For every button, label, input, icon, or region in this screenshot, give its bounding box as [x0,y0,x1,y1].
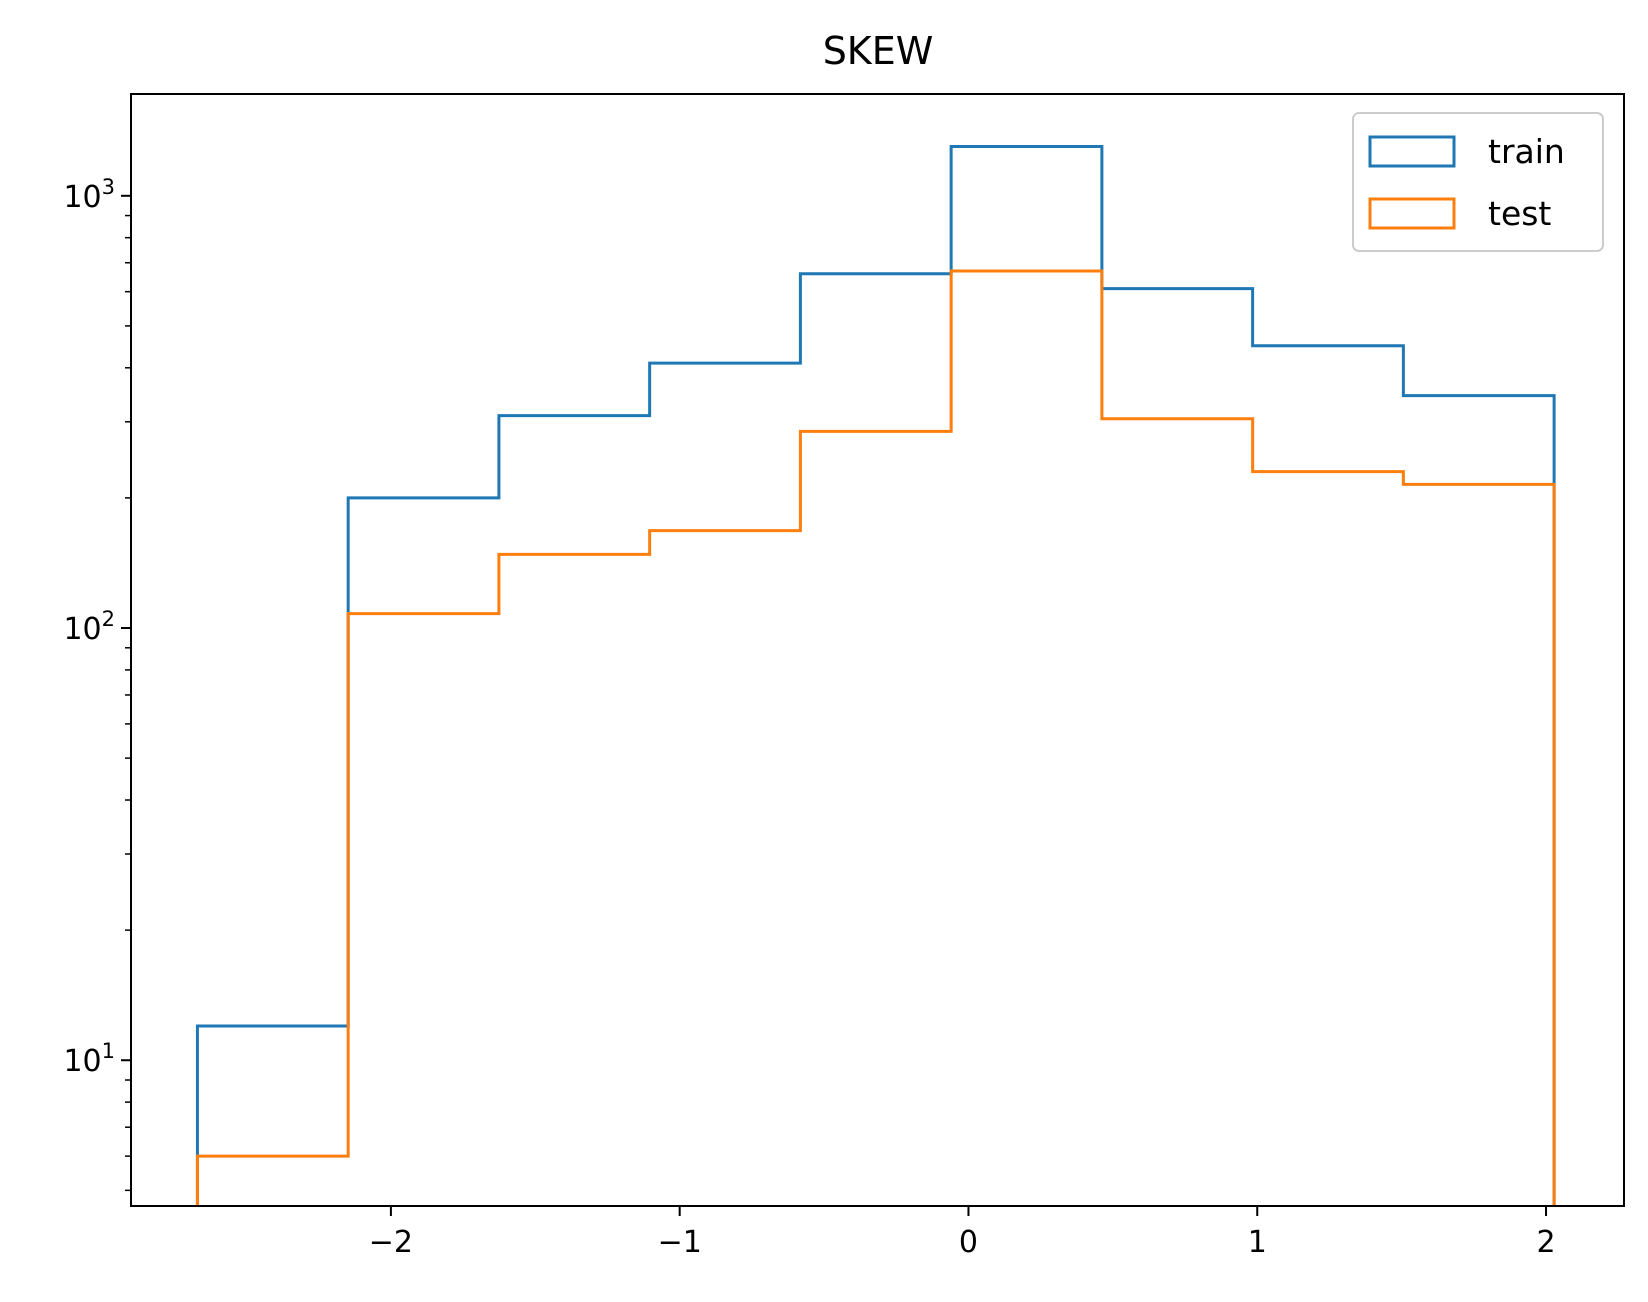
axes-frame [130,93,1625,1207]
histogram-bin-train [951,147,1102,1206]
legend-label-train: train [1488,132,1565,171]
legend-box [1352,112,1604,252]
histogram-bin-test [348,614,499,1206]
y-tick-label: 102 [63,607,115,647]
chart-title: SKEW [823,29,934,73]
histogram-series-test [195,269,1556,1206]
histogram-bin-test [197,1156,348,1206]
legend: train test [1352,112,1604,252]
histogram-series-train [195,145,1556,1206]
histogram-bin-train [197,1026,348,1206]
histogram-bin-train [348,498,499,1206]
y-tick-label: 101 [63,1039,115,1079]
histogram-bin-test [951,271,1102,1206]
x-tick-label: 1 [1248,1225,1267,1260]
x-tick-label: 0 [959,1225,978,1260]
histogram-bin-train [1403,396,1554,1206]
plot-area [195,145,1556,1206]
y-tick-label: 103 [63,175,115,215]
histogram-bin-train [1102,289,1253,1206]
histogram-bin-test [1253,472,1404,1206]
histogram-bin-test [1403,484,1554,1206]
x-tick-label: −1 [658,1225,702,1260]
legend-swatch-test [1368,197,1456,230]
histogram-bin-train [499,416,650,1206]
axes: −2 −1 0 1 2 101 102 103 [63,93,1625,1260]
histogram-bin-test [1102,419,1253,1206]
histogram-bin-test [800,431,951,1206]
histogram-bin-test [499,554,650,1206]
histogram-bin-train [650,363,801,1206]
x-tick-label: −2 [369,1225,413,1260]
x-tick-label: 2 [1536,1225,1555,1260]
histogram-bin-train [800,274,951,1206]
histogram-bin-train [1253,346,1404,1206]
legend-label-test: test [1488,194,1551,233]
histogram-bin-test [650,531,801,1206]
legend-swatch-train [1368,135,1456,168]
